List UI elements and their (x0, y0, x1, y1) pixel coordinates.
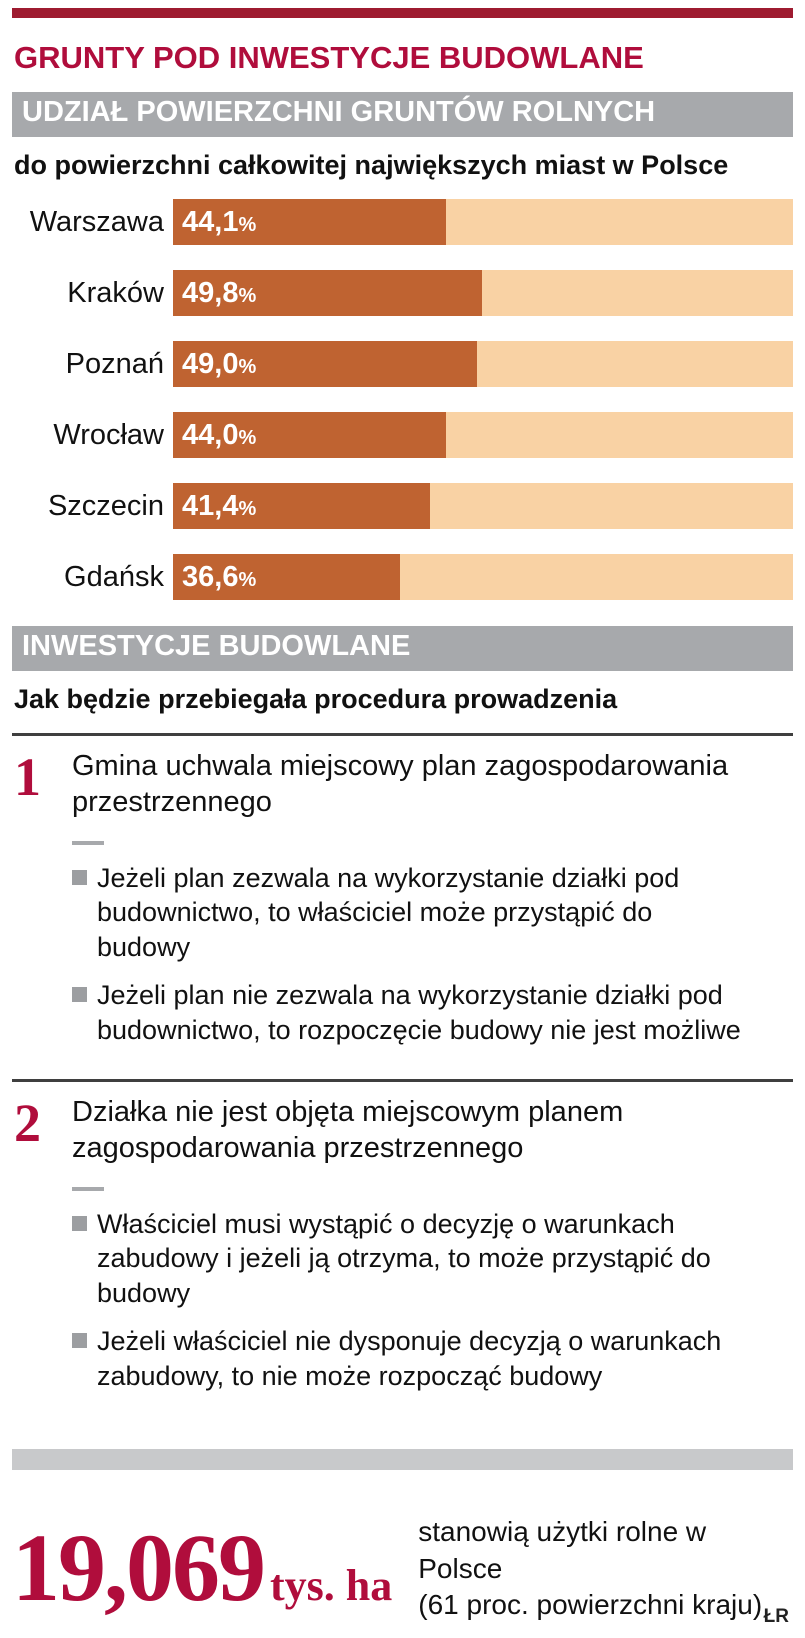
footer-description-line1: stanowią użytki rolne w Polsce (418, 1516, 707, 1584)
top-accent-bar (12, 8, 793, 18)
bar-value-label: 44,1% (173, 206, 256, 239)
bar-track: 49,8% (173, 270, 793, 316)
footer-description: stanowią użytki rolne w Polsce (61 proc.… (418, 1514, 793, 1623)
step-divider (12, 733, 793, 736)
bar-fill: 44,1% (173, 199, 447, 245)
city-label: Warszawa (29, 205, 164, 238)
percent-sign: % (238, 355, 257, 378)
bar-fill: 44,0% (173, 412, 446, 458)
step-1-title: Gmina uchwala miejscowy plan zagospodaro… (72, 750, 729, 819)
bullet-item: Jeżeli plan zezwala na wykorzystanie dzi… (72, 861, 752, 965)
chart-row-warszawa: Warszawa 44,1% (12, 199, 793, 245)
bar-value-number: 49,8 (182, 276, 239, 309)
bar-value-label: 44,0% (173, 419, 256, 452)
bar-fill: 41,4% (173, 483, 430, 529)
bullet-text: Jeżeli plan nie zezwala na wykorzystanie… (97, 980, 741, 1045)
bullet-item: Jeżeli plan nie zezwala na wykorzystanie… (72, 978, 752, 1047)
bar-value-number: 49,0 (182, 347, 239, 380)
bar-track: 44,1% (173, 199, 793, 245)
city-label: Poznań (65, 347, 164, 380)
bar-track: 44,0% (173, 412, 793, 458)
bar-value-number: 36,6 (182, 560, 239, 593)
bar-value-label: 41,4% (173, 490, 256, 523)
bar-track: 36,6% (173, 554, 793, 600)
chart-subtitle: do powierzchni całkowitej największych m… (14, 150, 729, 180)
city-label: Szczecin (47, 489, 164, 522)
bar-value-label: 36,6% (173, 561, 256, 594)
bar-value-label: 49,0% (173, 348, 256, 381)
city-label: Wrocław (53, 418, 164, 451)
author-credit: ŁR (763, 1606, 789, 1627)
infographic-page: GRUNTY POD INWESTYCJE BUDOWLANE UDZIAŁ P… (0, 8, 805, 1638)
square-bullet-icon (72, 1215, 87, 1231)
big-number-unit: tys. ha (270, 1561, 393, 1611)
square-bullet-icon (72, 1333, 87, 1349)
percent-sign: % (238, 284, 257, 307)
bullet-text: Jeżeli właściciel nie dysponuje decyzją … (97, 1326, 722, 1391)
city-label: Gdańsk (64, 560, 164, 593)
bar-fill: 49,8% (173, 270, 482, 316)
bar-track: 49,0% (173, 341, 793, 387)
bar-value-number: 44,1 (182, 205, 239, 238)
square-bullet-icon (72, 869, 87, 885)
chart-row-gdansk: Gdańsk 36,6% (12, 554, 793, 600)
page-title: GRUNTY POD INWESTYCJE BUDOWLANE (14, 40, 644, 75)
procedure-section: INWESTYCJE BUDOWLANE Jak będzie przebieg… (12, 626, 793, 1421)
step-2-body: Działka nie jest objęta miejscowym plane… (72, 1094, 793, 1407)
step-2: 2 Działka nie jest objęta miejscowym pla… (12, 1082, 793, 1421)
bar-chart: Warszawa 44,1% Kraków 49,8% Poznań (12, 199, 793, 600)
big-number-group: 19,069 tys. ha (12, 1514, 393, 1622)
bar-fill: 36,6% (173, 554, 400, 600)
chart-row-wroclaw: Wrocław 44,0% (12, 412, 793, 458)
step-2-title: Działka nie jest objęta miejscowym plane… (72, 1096, 624, 1165)
square-bullet-icon (72, 987, 87, 1003)
bullet-text: Jeżeli plan zezwala na wykorzystanie dzi… (97, 862, 680, 962)
footer-description-line2: (61 proc. powierzchni kraju) (418, 1589, 763, 1621)
chart-row-poznan: Poznań 49,0% (12, 341, 793, 387)
bar-fill: 49,0% (173, 341, 477, 387)
bullet-group-rule (72, 1186, 104, 1191)
step-divider (12, 1079, 793, 1083)
step-1-body: Gmina uchwala miejscowy plan zagospodaro… (72, 748, 793, 1061)
footer-stat: 19,069 tys. ha stanowią użytki rolne w P… (12, 1514, 793, 1623)
percent-sign: % (238, 568, 257, 591)
step-1: 1 Gmina uchwala miejscowy plan zagospoda… (12, 736, 793, 1075)
bar-track: 41,4% (173, 483, 793, 529)
step-2-number: 2 (14, 1093, 41, 1154)
chart-row-krakow: Kraków 49,8% (12, 270, 793, 316)
bullet-item: Właściciel musi wystąpić o decyzję o war… (72, 1207, 752, 1311)
procedure-subtitle: Jak będzie przebiegała procedura prowadz… (14, 684, 618, 714)
bar-value-number: 44,0 (182, 418, 239, 451)
chart-section: UDZIAŁ POWIERZCHNI GRUNTÓW ROLNYCH do po… (12, 92, 793, 600)
percent-sign: % (238, 497, 257, 520)
city-label: Kraków (67, 276, 164, 309)
big-number: 19,069 (12, 1514, 266, 1622)
step-1-number: 1 (14, 747, 41, 807)
bullet-item: Jeżeli właściciel nie dysponuje decyzją … (72, 1324, 752, 1393)
footer-divider-bar (12, 1449, 793, 1471)
bar-value-label: 49,8% (173, 277, 256, 310)
bullet-group-rule (72, 840, 104, 845)
percent-sign: % (238, 213, 257, 236)
bar-value-number: 41,4 (182, 489, 239, 522)
chart-row-szczecin: Szczecin 41,4% (12, 483, 793, 529)
procedure-section-header: INWESTYCJE BUDOWLANE (12, 626, 793, 671)
chart-section-header: UDZIAŁ POWIERZCHNI GRUNTÓW ROLNYCH (12, 92, 793, 137)
bullet-text: Właściciel musi wystąpić o decyzję o war… (97, 1208, 711, 1308)
percent-sign: % (238, 426, 257, 449)
